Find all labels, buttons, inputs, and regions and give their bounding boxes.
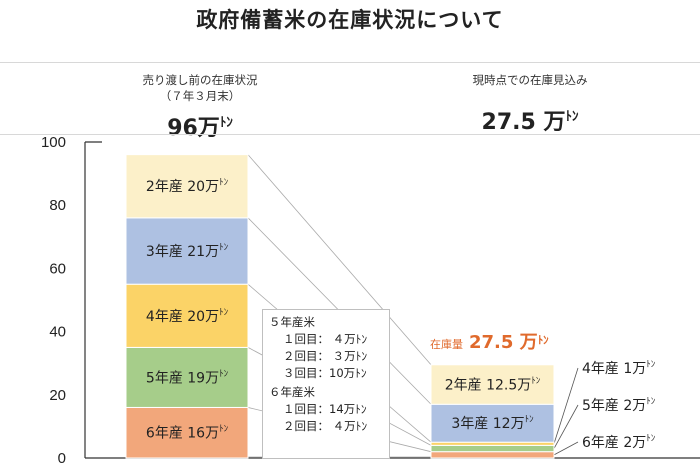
left-total: 96万ﾄﾝ: [100, 110, 300, 142]
leader-line: [553, 441, 579, 456]
bar-segment: [430, 364, 555, 405]
y-tick-label: 40: [49, 324, 66, 341]
y-tick-label: 80: [49, 197, 66, 214]
y-tick-label: 60: [49, 260, 66, 277]
bar-layer: [125, 154, 555, 459]
rice6-title: ６年産米: [269, 385, 315, 399]
left-total-value: 96万: [167, 116, 220, 141]
bar-segment-label: 5年産 19万ﾄﾝ: [146, 369, 229, 386]
left-caption-line1: 売り渡し前の在庫状況: [142, 73, 258, 87]
bar-segment: [430, 403, 555, 443]
bar-segment: [125, 406, 249, 459]
bar-segment: [125, 154, 249, 219]
bar-segment-label: 2年産 20万ﾄﾝ: [146, 178, 229, 195]
rice5-title: ５年産米: [269, 315, 315, 329]
bar-segment-label: 6年産 16万ﾄﾝ: [146, 425, 229, 442]
external-segment-label: 4年産 1万ﾄﾝ: [582, 360, 656, 377]
left-caption-line2: （７年３月末）: [159, 89, 241, 103]
left-bar-caption: 売り渡し前の在庫状況 （７年３月末）: [100, 72, 300, 104]
right-total-unit: ﾄﾝ: [565, 109, 579, 125]
stock-unit: ﾄﾝ: [537, 333, 549, 347]
y-tick-label: 20: [49, 387, 66, 404]
external-segment-label: 6年産 2万ﾄﾝ: [582, 434, 656, 451]
rice6-row-1: １回目：14万ﾄﾝ: [283, 402, 367, 416]
right-caption-line1: 現時点での在庫見込み: [472, 73, 588, 87]
stock-value: 27.5 万: [469, 332, 538, 353]
bar-segment-label: 2年産 12.5万ﾄﾝ: [445, 377, 541, 394]
right-bar-caption: 現時点での在庫見込み: [430, 72, 630, 88]
bar-segment-label: 3年産 12万ﾄﾝ: [451, 415, 534, 432]
bar-segment: [125, 283, 249, 348]
bar-segment-label: 4年産 20万ﾄﾝ: [146, 308, 229, 325]
right-total: 27.5 万ﾄﾝ: [430, 104, 630, 136]
bar-segment: [430, 451, 555, 459]
rice5-row-1: １回目： ４万ﾄﾝ: [283, 332, 368, 346]
leader-line: [553, 404, 579, 449]
bar-segment: [125, 217, 249, 285]
y-tick-label: 0: [58, 450, 66, 464]
bar-segment-label: 3年産 21万ﾄﾝ: [146, 243, 229, 260]
rice5-row-3: ３回目：10万ﾄﾝ: [283, 366, 367, 380]
rice5-row-2: ２回目： ３万ﾄﾝ: [283, 349, 368, 363]
stock-amount-note: 在庫量 27.5 万ﾄﾝ: [430, 328, 549, 354]
external-segment-label: 5年産 2万ﾄﾝ: [582, 397, 656, 414]
label-layer: 6年産 16万ﾄﾝ 5年産 19万ﾄﾝ 4年産 20万ﾄﾝ 3年産 21万ﾄﾝ 2年産 …: [146, 178, 656, 451]
header-divider-top: [0, 62, 700, 63]
bar-segment: [430, 444, 555, 453]
release-breakdown-box: ５年産米 １回目： ４万ﾄﾝ ２回目： ３万ﾄﾝ ３回目：10万ﾄﾝ ６年産米 …: [262, 309, 390, 459]
left-total-unit: ﾄﾝ: [219, 115, 233, 131]
leader-line: [553, 367, 579, 444]
rice6-row-2: ２回目： ４万ﾄﾝ: [283, 419, 368, 433]
y-tick-label: 100: [41, 134, 66, 151]
connector-line: [247, 154, 432, 366]
stock-label: 在庫量: [430, 338, 463, 351]
page-title: 政府備蓄米の在庫状況について: [196, 8, 504, 32]
header-divider-bottom: [0, 134, 700, 135]
right-total-value: 27.5 万: [481, 110, 566, 135]
